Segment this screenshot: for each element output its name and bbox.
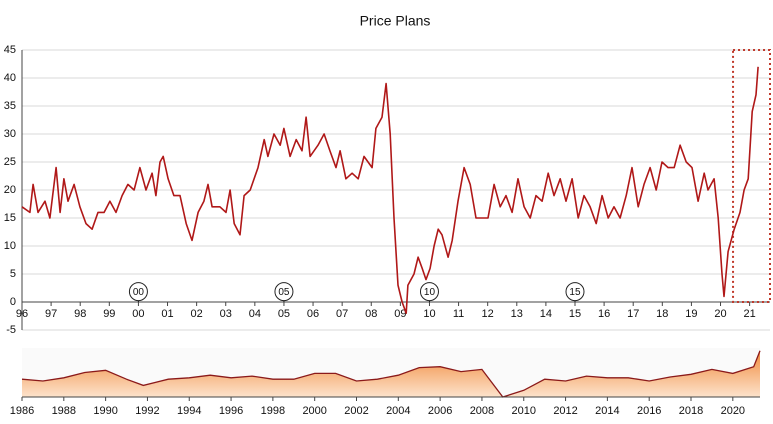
x-tick-label: 17: [627, 308, 639, 320]
y-tick-label: 5: [10, 268, 16, 280]
x-tick-label: 1992: [135, 405, 159, 417]
x-tick-label: 12: [482, 308, 494, 320]
x-tick-label: 2014: [595, 405, 619, 417]
x-tick-label: 2008: [470, 405, 494, 417]
y-tick-label: 35: [4, 100, 16, 112]
y-tick-label: 30: [4, 128, 16, 140]
x-tick-label: 99: [103, 308, 115, 320]
x-tick-label: 2002: [344, 405, 368, 417]
x-tick-label: 2020: [721, 405, 745, 417]
x-tick-label: 18: [656, 308, 668, 320]
x-tick-label: 1990: [93, 405, 117, 417]
annotation-circle: [419, 282, 439, 302]
x-tick-label: 1996: [219, 405, 243, 417]
x-tick-label: 11: [453, 308, 464, 320]
x-tick-label: 98: [74, 308, 86, 320]
y-tick-label: 20: [4, 184, 16, 196]
x-tick-label: 07: [336, 308, 348, 320]
x-tick-label: 96: [16, 308, 28, 320]
y-tick-label: 40: [4, 72, 16, 84]
x-tick-label: 06: [307, 308, 319, 320]
x-tick-label: 20: [714, 308, 726, 320]
y-tick-label: 25: [4, 156, 16, 168]
x-tick-label: 97: [45, 308, 57, 320]
annotation-circle: [274, 282, 294, 302]
x-tick-label: 1994: [177, 405, 201, 417]
chart-title: Price Plans: [360, 13, 431, 29]
x-tick-label: 16: [598, 308, 610, 320]
x-tick-label: 1988: [52, 405, 76, 417]
x-tick-label: 01: [161, 308, 173, 320]
x-tick-label: 04: [249, 308, 261, 320]
x-tick-label: 08: [365, 308, 377, 320]
x-tick-label: 2018: [679, 405, 703, 417]
annotation-circle: [128, 282, 148, 302]
annotation: 05: [278, 287, 290, 298]
series-line: [21, 66, 759, 314]
x-tick-label: 19: [685, 308, 697, 320]
y-tick-label: 45: [4, 44, 16, 56]
annotation: 15: [569, 287, 581, 298]
x-tick-label: 09: [394, 308, 406, 320]
x-tick-label: 21: [744, 308, 756, 320]
x-tick-label: 2000: [302, 405, 326, 417]
x-tick-label: 13: [511, 308, 523, 320]
area-fill: [22, 350, 760, 397]
x-tick-label: 03: [220, 308, 232, 320]
annotation: 10: [424, 287, 436, 298]
x-tick-label: 1998: [261, 405, 285, 417]
area-line: [21, 350, 761, 398]
x-tick-label: 1986: [10, 405, 34, 417]
x-tick-label: 2016: [637, 405, 661, 417]
x-tick-label: 02: [191, 308, 203, 320]
annotation-circle: [565, 282, 585, 302]
y-tick-label: 0: [10, 296, 16, 308]
x-tick-label: 2004: [386, 405, 410, 417]
x-tick-label: 14: [540, 308, 552, 320]
x-tick-label: 05: [278, 308, 290, 320]
x-tick-label: 2010: [512, 405, 536, 417]
highlight-box: [732, 49, 771, 303]
annotation: 00: [133, 287, 145, 298]
x-tick-label: 15: [569, 308, 581, 320]
y-tick-label: 15: [4, 212, 16, 224]
x-tick-label: 00: [132, 308, 144, 320]
x-tick-label: 2012: [553, 405, 577, 417]
x-tick-label: 2006: [428, 405, 452, 417]
x-tick-label: 10: [423, 308, 435, 320]
y-tick-label: -5: [6, 324, 16, 336]
y-tick-label: 10: [4, 240, 16, 252]
